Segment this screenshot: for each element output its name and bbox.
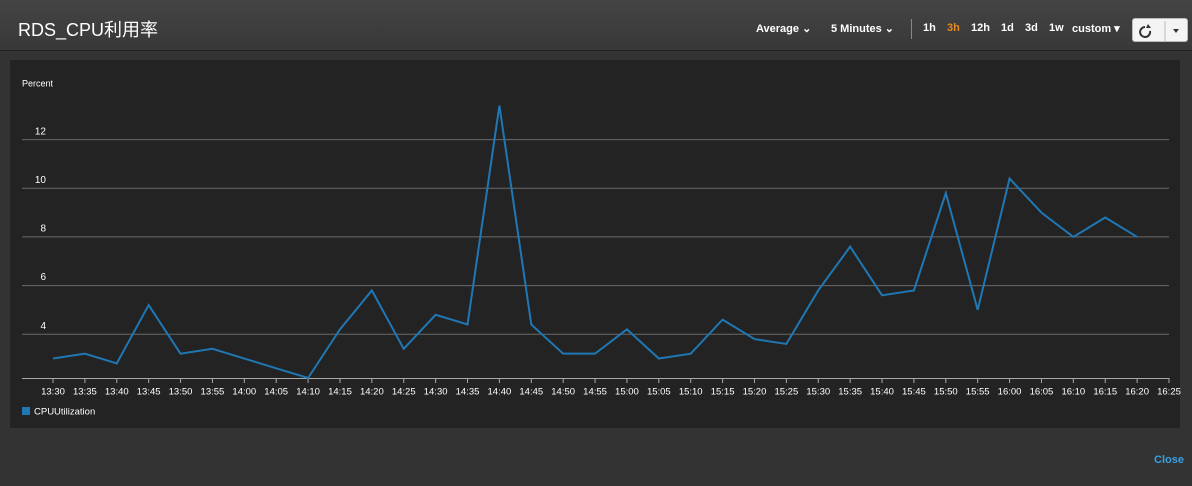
range[interactable]: 1d (1001, 22, 1014, 34)
x-tick-label: 15:25 (774, 387, 798, 398)
series-line (52, 105, 1138, 380)
legend-swatch (22, 407, 30, 415)
range-label: custom (1072, 23, 1112, 35)
x-tick-label: 14:35 (456, 387, 480, 398)
x-tick-label: 13:45 (137, 387, 161, 398)
x-tick-label: 13:30 (41, 387, 65, 398)
x-tick-label: 14:20 (360, 387, 384, 398)
y-axis-label: Percent (22, 78, 54, 88)
range[interactable]: 1h (923, 22, 936, 34)
y-tick-label: 10 (35, 175, 47, 186)
range[interactable]: custom ▾ (1072, 23, 1120, 35)
x-tick-label: 14:25 (392, 387, 416, 398)
period-dropdown[interactable]: 5 Minutes ⌄ (831, 23, 895, 35)
x-tick-label: 15:15 (711, 387, 735, 398)
close-button[interactable]: Close (1154, 454, 1184, 466)
x-tick-label: 16:20 (1125, 387, 1149, 398)
x-tick-label: 14:10 (296, 387, 320, 398)
x-tick-label: 16:15 (1093, 387, 1117, 398)
statistic: Average (756, 23, 800, 35)
y-tick-label: 4 (40, 321, 46, 332)
x-tick-label: 13:55 (201, 387, 225, 398)
period: 5 Minutes (831, 23, 882, 35)
x-tick-label: 14:30 (424, 387, 448, 398)
separator (911, 19, 912, 39)
x-tick-label: 14:05 (264, 387, 288, 398)
x-tick-label: 13:40 (105, 387, 129, 398)
title: RDS_CPU利用率 (18, 20, 159, 40)
y-tick-label: 8 (40, 224, 46, 235)
x-tick-label: 15:05 (647, 387, 671, 398)
range[interactable]: 3h (947, 22, 960, 34)
x-tick-label: 13:35 (73, 387, 97, 398)
x-tick-label: 15:45 (902, 387, 926, 398)
legend-label: CPUUtilization (34, 407, 95, 418)
x-tick-label: 14:55 (583, 387, 607, 398)
x-tick-label: 16:00 (998, 387, 1022, 398)
x-tick-label: 14:00 (232, 387, 256, 398)
x-tick-label: 16:05 (1030, 387, 1054, 398)
refresh-icon (1139, 21, 1179, 41)
x-tick-label: 14:45 (519, 387, 543, 398)
chart-panel (10, 60, 1180, 428)
x-tick-label: 15:40 (870, 387, 894, 398)
x-tick-label: 14:50 (551, 387, 575, 398)
x-tick-label: 13:50 (169, 387, 193, 398)
x-tick-label: 15:55 (966, 387, 990, 398)
x-tick-label: 14:15 (328, 387, 352, 398)
x-tick-label: 15:30 (806, 387, 830, 398)
y-tick-label: 6 (40, 272, 46, 283)
y-tick-label: 12 (35, 126, 47, 137)
x-tick-label: 15:50 (934, 387, 958, 398)
range[interactable]: 3d (1025, 22, 1038, 34)
range[interactable]: 1w (1049, 22, 1064, 34)
x-tick-label: 14:40 (488, 387, 512, 398)
header: RDS_CPU利用率 Average ⌄ 5 Minutes ⌄ 1h 3h 1… (0, 0, 1192, 51)
x-tick-label: 15:00 (615, 387, 639, 398)
x-tick-label: 15:10 (679, 387, 703, 398)
range[interactable]: 12h (971, 22, 990, 34)
x-tick-label: 16:10 (1061, 387, 1085, 398)
statistic-dropdown[interactable]: Average ⌄ (756, 23, 812, 35)
x-tick-label: 15:35 (838, 387, 862, 398)
refresh-button[interactable] (1132, 18, 1188, 42)
x-tick-label: 16:25 (1157, 387, 1181, 398)
x-tick-label: 15:20 (743, 387, 767, 398)
